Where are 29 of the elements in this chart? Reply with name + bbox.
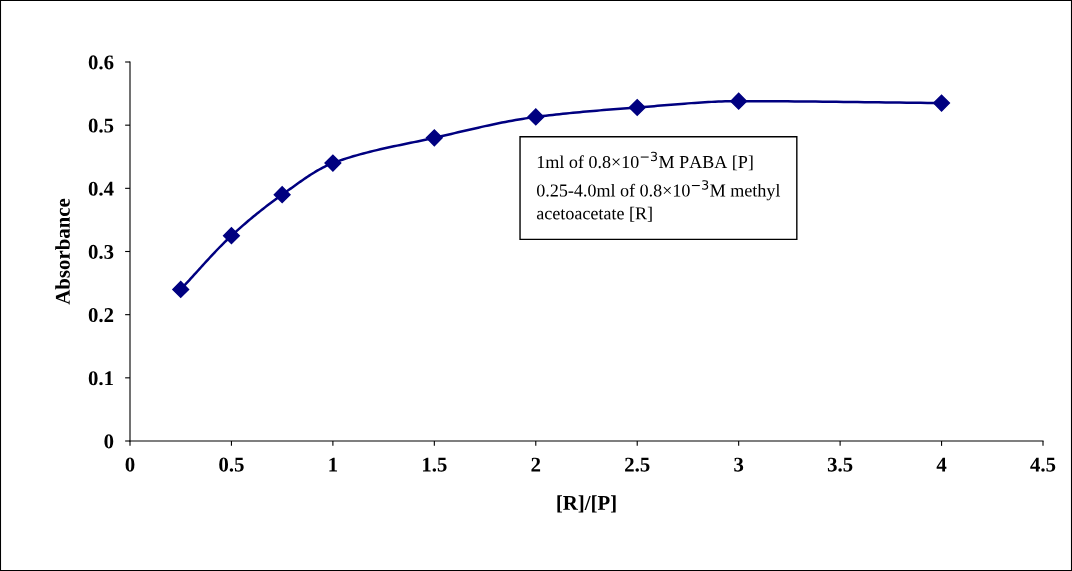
x-tick-label: 0 — [125, 457, 135, 472]
x-tick-label: 3 — [734, 457, 744, 472]
text: 1ml of 0.8×10$^{−3}$M PABA [P] 0.25-4.0ml of 0.8×10$^{−3}$M methyl acetoacetate [R] — [536, 151, 781, 222]
y-tick-label: 0.3 — [88, 244, 114, 260]
x-tick-label: 2.5 — [625, 457, 650, 472]
point — [628, 98, 646, 117]
point — [730, 92, 748, 110]
point — [527, 108, 545, 126]
x-tick-label: 4 — [936, 457, 947, 472]
y-tick-label: 0.2 — [88, 308, 114, 323]
y-tick-label: 0.5 — [88, 118, 114, 133]
x-tick-label: 1.5 — [422, 457, 447, 472]
point — [222, 227, 240, 245]
y-tick-label: 0.6 — [88, 55, 114, 70]
x-tick-label: 0.5 — [219, 457, 244, 472]
y-tick-label: 0.4 — [88, 181, 114, 196]
point — [273, 186, 291, 204]
point — [425, 129, 443, 147]
point — [172, 280, 190, 298]
x-tick-label: 1 — [329, 457, 338, 472]
y-tick-label: 0.1 — [88, 371, 113, 386]
x-tick-label: 3.5 — [827, 457, 853, 472]
x-tick-label: 2 — [531, 457, 541, 472]
point — [933, 94, 951, 112]
point — [324, 154, 342, 172]
x-axis-title: [R]/[P] — [557, 495, 616, 513]
y-tick-label: 0 — [104, 434, 114, 449]
y-axis-title: Absorbance — [55, 198, 70, 305]
x-tick-label: 4.5 — [1030, 457, 1056, 472]
